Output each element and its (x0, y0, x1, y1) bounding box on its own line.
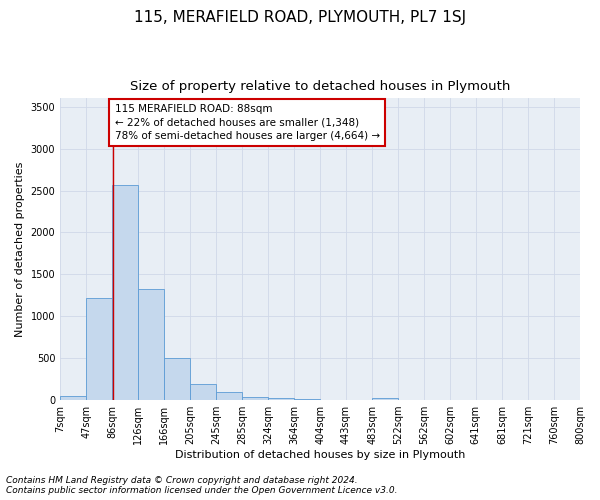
Title: Size of property relative to detached houses in Plymouth: Size of property relative to detached ho… (130, 80, 510, 93)
Bar (112, 184, 137, 400)
Text: 115, MERAFIELD ROAD, PLYMOUTH, PL7 1SJ: 115, MERAFIELD ROAD, PLYMOUTH, PL7 1SJ (134, 10, 466, 25)
Bar (138, 288, 164, 400)
Text: 115 MERAFIELD ROAD: 88sqm
← 22% of detached houses are smaller (1,348)
78% of se: 115 MERAFIELD ROAD: 88sqm ← 22% of detac… (115, 104, 380, 141)
Bar (294, 399, 320, 400)
Bar (190, 384, 215, 400)
Bar (242, 396, 268, 400)
X-axis label: Distribution of detached houses by size in Plymouth: Distribution of detached houses by size … (175, 450, 465, 460)
Y-axis label: Number of detached properties: Number of detached properties (15, 162, 25, 337)
Bar (60, 396, 86, 400)
Bar (372, 398, 398, 400)
Bar (86, 298, 112, 400)
Text: Contains HM Land Registry data © Crown copyright and database right 2024.
Contai: Contains HM Land Registry data © Crown c… (6, 476, 398, 495)
Bar (216, 392, 242, 400)
Bar (268, 398, 293, 400)
Bar (164, 358, 190, 400)
